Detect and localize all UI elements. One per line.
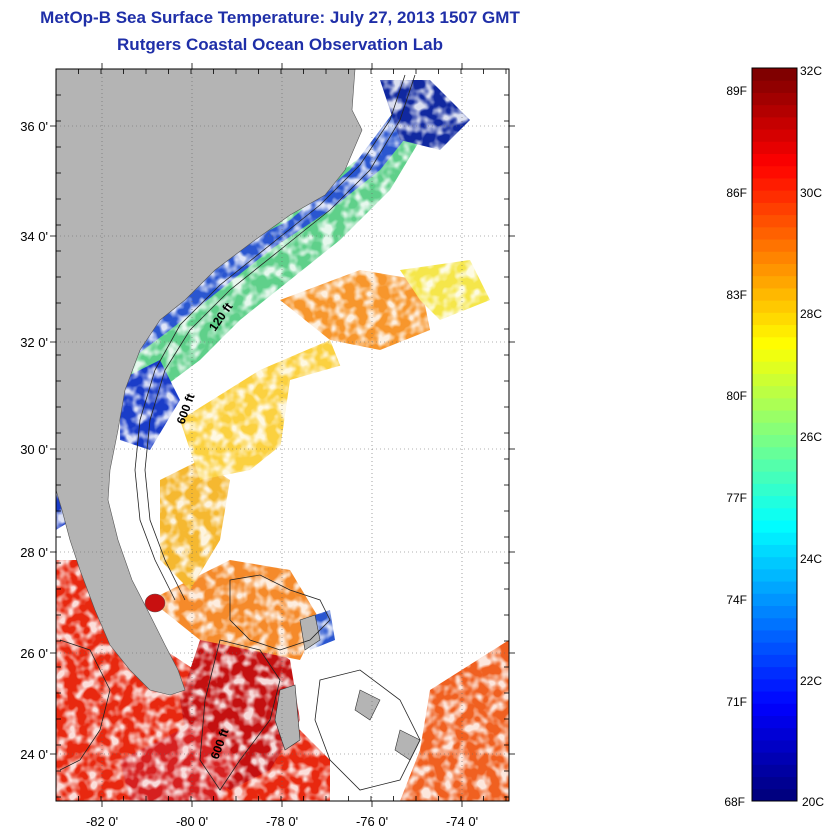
colorbar-label-f: 74F [726,593,747,607]
map-tick-marks [50,63,515,807]
colorbar-band [752,678,797,692]
colorbar-bands [751,67,798,802]
colorbar-band [752,752,797,765]
land-southeast-us [56,69,363,696]
colorbar-band [752,263,797,277]
colorbar-band [752,788,797,802]
colorbar-band [752,116,797,130]
colorbar-band [752,312,797,326]
colorbar-band [752,287,797,301]
colorbar-label-c: 26C [800,430,822,444]
colorbar-band [752,495,797,509]
colorbar-label-f: 89F [726,84,747,98]
colorbar-band [752,434,797,448]
colorbar-band [752,92,797,106]
colorbar-band [752,568,797,582]
map-panel: 600 ft 120 ft 600 ft [56,69,509,801]
lon-tick-label: -80 0' [176,814,208,829]
colorbar-band [752,483,797,497]
colorbar-band [752,385,797,399]
colorbar-label-f: 86F [726,186,747,200]
colorbar-band [752,581,797,594]
map-subtitle: Rutgers Coastal Ocean Observation Lab [117,35,443,54]
colorbar-band [752,410,797,423]
colorbar-band [752,226,797,240]
colorbar-label-c: 24C [800,552,822,566]
colorbar-band [752,715,797,729]
colorbar-band [752,239,797,252]
bathymetry-contours [59,74,421,791]
colorbar-label-f: 68F [724,795,745,809]
colorbar-frame [751,67,798,802]
lat-tick-label: 26 0' [20,646,48,661]
lat-tick-label: 36 0' [20,119,48,134]
lat-tick-label: 32 0' [20,335,48,350]
lat-tick-label: 30 0' [20,442,48,457]
colorbar-band [752,373,797,387]
colorbar-band [752,617,797,631]
lon-tick-label: -74 0' [446,814,478,829]
colorbar-band [752,397,797,411]
colorbar-band [752,153,797,167]
colorbar-band [752,666,797,680]
colorbar-label-f: 83F [726,288,747,302]
colorbar-band [752,165,797,179]
lon-tick-label: -82 0' [86,814,118,829]
colorbar-label-c: 32C [800,64,822,78]
colorbar-band [752,593,797,607]
colorbar-band [752,629,797,643]
colorbar-band [752,532,797,545]
colorbar-band [752,190,797,203]
colorbar-label-f: 80F [726,389,747,403]
lon-tick-label: -76 0' [356,814,388,829]
colorbar-label-c: 28C [800,307,822,321]
colorbar-band [752,275,797,289]
colorbar-band [752,739,797,753]
colorbar-band [752,422,797,435]
colorbar-band [752,446,797,460]
colorbar-band [752,251,797,264]
bahamas-islands [274,614,421,761]
colorbar-band [752,141,797,155]
colorbar-band [752,202,797,216]
lake-okeechobee [144,593,166,613]
colorbar-band [752,703,797,716]
colorbar-label-f: 77F [726,491,747,505]
colorbar-band [752,654,797,668]
colorbar-band [752,471,797,484]
colorbar-band [752,605,797,619]
colorbar-band [752,776,797,790]
colorbar-band [752,336,797,350]
map-title: MetOp-B Sea Surface Temperature: July 27… [40,8,520,27]
colorbar-band [752,129,797,142]
lat-tick-label: 34 0' [20,229,48,244]
colorbar-band [752,177,797,191]
colorbar-band [752,764,797,778]
colorbar-label-c: 30C [800,186,822,200]
colorbar-band [752,691,797,704]
colorbar-band [752,68,797,81]
colorbar-band [752,727,797,741]
map-frame [55,68,510,802]
lon-tick-label: -78 0' [266,814,298,829]
colorbar-band [752,507,797,521]
colorbar-band [752,520,797,533]
colorbar-label-c: 20C [802,795,824,809]
colorbar-band [752,300,797,313]
colorbar-band [752,556,797,570]
lat-tick-label: 24 0' [20,747,48,762]
colorbar-band [752,80,797,93]
colorbar-band [752,544,797,558]
colorbar-band [752,361,797,374]
colorbar-band [752,104,797,118]
colorbar-band [752,214,797,228]
colorbar-band [752,642,797,655]
colorbar-label-c: 22C [800,674,822,688]
lat-tick-label: 28 0' [20,545,48,560]
colorbar-band [752,348,797,362]
colorbar-band [752,458,797,472]
colorbar-label-f: 71F [726,695,747,709]
colorbar-band [752,324,797,338]
